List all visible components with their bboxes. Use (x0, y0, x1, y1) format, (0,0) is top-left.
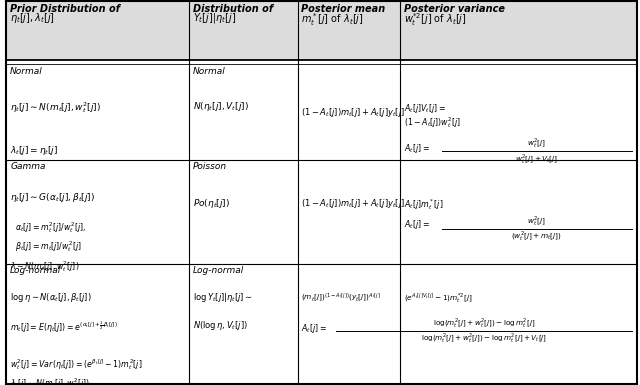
Text: $A_t[j]=$: $A_t[j]=$ (301, 322, 327, 335)
Text: $m_t^*[j]$ of $\lambda_t[j]$: $m_t^*[j]$ of $\lambda_t[j]$ (301, 11, 364, 28)
Text: $\log(m_t^2[j]+w_t^2[j])-\log m_t^2[j]+V_t[j]$: $\log(m_t^2[j]+w_t^2[j])-\log m_t^2[j]+V… (420, 332, 547, 345)
Text: $A_t[j]V_t[j]=$: $A_t[j]V_t[j]=$ (404, 102, 446, 115)
Text: Prior Distribution of: Prior Distribution of (10, 4, 120, 14)
Text: $w_t^{*2}[j]$ of $\lambda_t[j]$: $w_t^{*2}[j]$ of $\lambda_t[j]$ (404, 11, 467, 28)
Text: $(1-A_t[j])m_t[j]+A_t[j]y_t[j]$: $(1-A_t[j])m_t[j]+A_t[j]y_t[j]$ (301, 197, 405, 210)
Text: Log-normal: Log-normal (10, 266, 61, 275)
Text: $(w_t^2[j]+m_t[j])$: $(w_t^2[j]+m_t[j])$ (511, 230, 562, 243)
Text: $N(\eta_t[j], V_t[j])$: $N(\eta_t[j], V_t[j])$ (193, 100, 248, 113)
Text: $A_t[j]m_t^*[j]$: $A_t[j]m_t^*[j]$ (404, 197, 444, 212)
Text: Log-normal: Log-normal (193, 266, 244, 275)
Text: Normal: Normal (10, 67, 43, 76)
Text: $w_t^2[j]$: $w_t^2[j]$ (527, 137, 546, 150)
Text: $(1-A_t[j])m_t[j]+A_t[j]y_t[j]$: $(1-A_t[j])m_t[j]+A_t[j]y_t[j]$ (301, 106, 405, 119)
Text: Normal: Normal (193, 67, 225, 76)
Text: Distribution of: Distribution of (193, 4, 273, 14)
Text: $(1-A_t[j])w_t^2[j]$: $(1-A_t[j])w_t^2[j]$ (404, 116, 461, 131)
Text: $\log\eta \sim N(\alpha_t[j], \beta_t[j])$: $\log\eta \sim N(\alpha_t[j], \beta_t[j]… (10, 291, 92, 305)
Text: Posterior variance: Posterior variance (404, 4, 505, 14)
Text: Posterior mean: Posterior mean (301, 4, 386, 14)
Text: Gamma: Gamma (10, 162, 45, 171)
Text: $\eta_t[j] \sim G(\alpha_t[j], \beta_t[j])$: $\eta_t[j] \sim G(\alpha_t[j], \beta_t[j… (10, 191, 95, 204)
Text: $Po(\eta_t[j])$: $Po(\eta_t[j])$ (193, 197, 230, 210)
Text: $A_t[j]=$: $A_t[j]=$ (404, 142, 429, 156)
Text: $\lambda \sim N(m_t[j], w_t^2[j])$: $\lambda \sim N(m_t[j], w_t^2[j])$ (10, 259, 79, 274)
Text: $\lambda_t[j] \sim N(m_t[j], w_t^2[j])$: $\lambda_t[j] \sim N(m_t[j], w_t^2[j])$ (10, 376, 90, 385)
Text: $\beta_t[j]=m_t[j]/w_t^2[j]$: $\beta_t[j]=m_t[j]/w_t^2[j]$ (15, 239, 82, 254)
Text: $\eta_t[j] \sim N(m_t[j], w_t^2[j])$: $\eta_t[j] \sim N(m_t[j], w_t^2[j])$ (10, 100, 101, 115)
Text: $(e^{A_t[j]V_t[j]}-1)m_t^{*2}[j]$: $(e^{A_t[j]V_t[j]}-1)m_t^{*2}[j]$ (404, 291, 472, 305)
Text: $Y_t[j]|\eta_t[j]$: $Y_t[j]|\eta_t[j]$ (193, 11, 236, 25)
Text: $A_t[j]=$: $A_t[j]=$ (404, 218, 429, 231)
Text: $\eta_t[j], \lambda_t[j]$: $\eta_t[j], \lambda_t[j]$ (10, 11, 55, 25)
Text: Poisson: Poisson (193, 162, 227, 171)
Text: $N(\log\eta, V_t[j])$: $N(\log\eta, V_t[j])$ (193, 319, 248, 332)
Text: $(m_t[j])^{(1-A_t[j])}(y_t[j])^{A_t[j]}$: $(m_t[j])^{(1-A_t[j])}(y_t[j])^{A_t[j]}$ (301, 291, 381, 304)
Text: $w_t^2[j]+V_t[j]$: $w_t^2[j]+V_t[j]$ (515, 152, 558, 166)
Text: $\alpha_t[j]=m_t^2[j]/w_t^2[j],$: $\alpha_t[j]=m_t^2[j]/w_t^2[j],$ (15, 220, 86, 235)
Text: $w_t^2[j]=Var(\eta_t[j])=(e^{\beta_t[j]}-1)m_t^2[j]$: $w_t^2[j]=Var(\eta_t[j])=(e^{\beta_t[j]}… (10, 357, 143, 372)
Text: $m_t[j]=E(\eta_t[j])=e^{(\alpha_t[j]+\frac{1}{2}\beta_t[j])}$: $m_t[j]=E(\eta_t[j])=e^{(\alpha_t[j]+\fr… (10, 319, 118, 335)
Text: $\log(m_t^2[j]+w_t^2[j])-\log m_t^2[j]$: $\log(m_t^2[j]+w_t^2[j])-\log m_t^2[j]$ (433, 316, 535, 330)
Bar (6, 1, 637, 60)
Text: $\log Y_t[j]|\eta_t[j] \sim$: $\log Y_t[j]|\eta_t[j] \sim$ (193, 291, 253, 305)
Text: $\lambda_t[j]=\eta_t[j]$: $\lambda_t[j]=\eta_t[j]$ (10, 144, 58, 157)
Text: $w_t^2[j]$: $w_t^2[j]$ (527, 214, 546, 228)
